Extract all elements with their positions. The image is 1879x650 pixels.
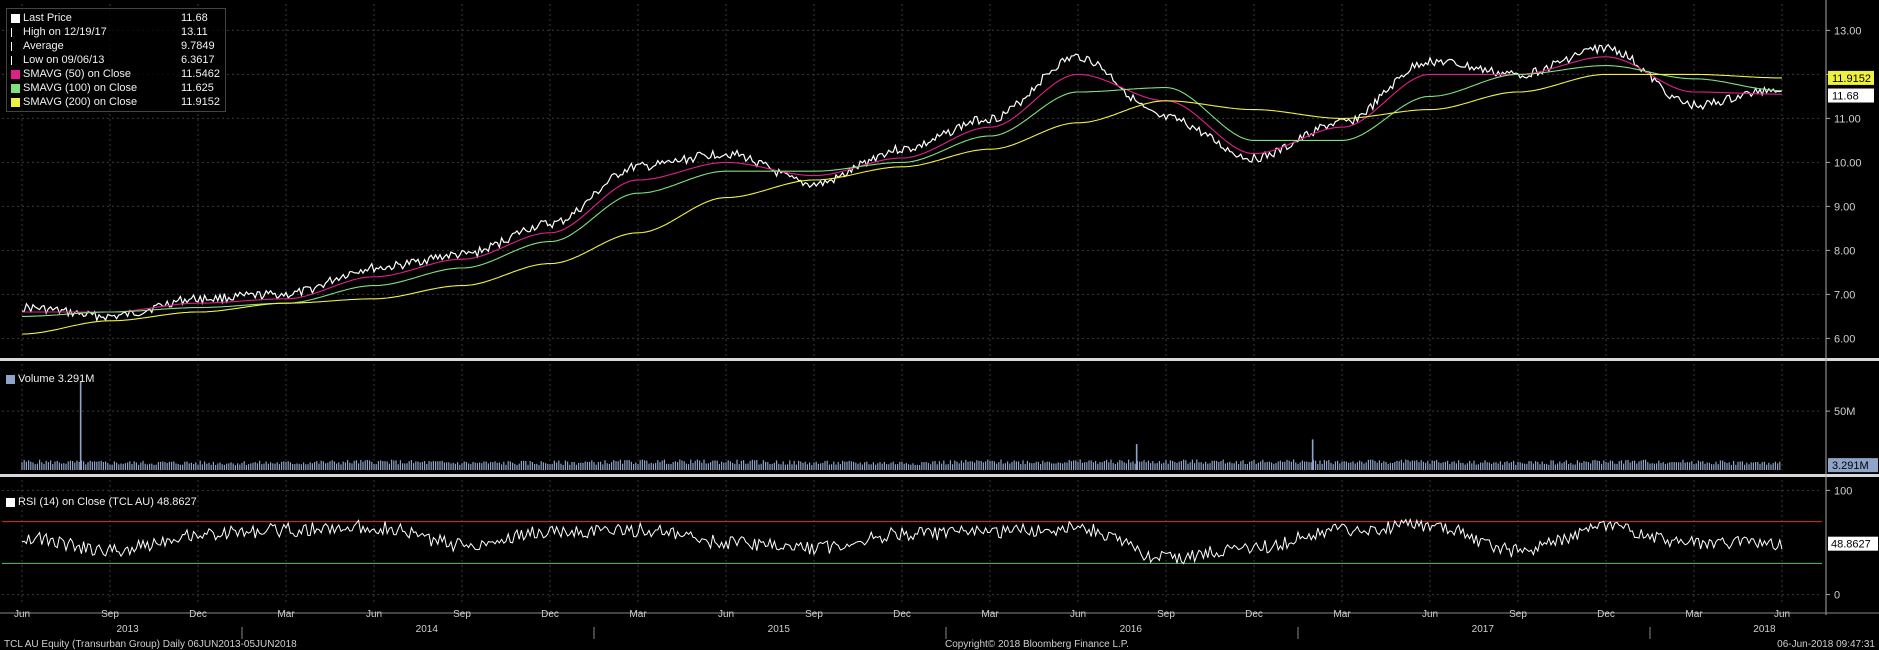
volume-tag-bg [1828,458,1878,473]
legend-label: Low on 09/06/13 [23,54,105,66]
legend-swatch [11,83,20,93]
legend-value: 9.7849 [181,40,215,52]
month-tick-label: Sep [101,609,119,620]
month-tick-label: Mar [1333,609,1351,620]
price-tick-label: 10.00 [1834,157,1862,169]
footer-center: Copyright© 2018 Bloomberg Finance L.P. [945,639,1129,650]
month-tick-label: Mar [629,609,647,620]
legend-value: 11.9152 [181,96,220,108]
grid-lines [2,4,1822,605]
month-tick-label: Jun [14,609,30,620]
year-tick-label: 2017 [1472,624,1495,635]
volume-tick-label: 50M [1834,406,1855,418]
legend-swatch [11,69,20,79]
month-tick-label: Mar [277,609,295,620]
sma100-line [22,65,1782,317]
legend-label: High on 12/19/17 [23,26,107,38]
footer-left: TCL AU Equity (Transurban Group) Daily 0… [4,639,297,650]
legend-row: Average 9.7849 [11,39,221,53]
legend-value: 11.68 [181,12,208,24]
legend-swatch [11,55,20,65]
month-tick-label: Dec [1597,609,1615,620]
year-tick-label: 2013 [116,624,139,635]
rsi-tick-label: 0 [1834,590,1840,602]
legend-label: Last Price [23,12,72,24]
month-tick-label: Jun [1774,609,1790,620]
month-tick-label: Dec [541,609,559,620]
price-tick-label: 8.00 [1834,245,1855,257]
legend-row: Low on 09/06/13 6.3617 [11,53,221,67]
panel-separator [0,474,1879,477]
last-price-tag: 11.68 [1832,91,1859,103]
legend-label: SMAVG (50) on Close [23,68,132,80]
legend-row: SMAVG (50) on Close 11.5462 [11,67,221,81]
volume-legend-text: Volume 3.291M [18,373,95,385]
rsi-legend-text: RSI (14) on Close (TCL AU) 48.8627 [18,496,197,508]
month-tick-label: Dec [893,609,911,620]
legend-label: Average [23,40,64,52]
price-tick-label: 9.00 [1834,201,1855,213]
price-tick-label: 13.00 [1834,25,1862,37]
legend-row: High on 12/19/17 13.11 [11,25,221,39]
volume-swatch [6,374,15,384]
month-tick-label: Mar [1685,609,1703,620]
month-tick-label: Dec [189,609,207,620]
sma200-line [22,73,1782,335]
legend-value: 11.625 [181,82,214,94]
month-tick-label: Jun [366,609,382,620]
volume-bars [21,381,1781,470]
sma50-line [22,56,1782,313]
legend-label: SMAVG (100) on Close [23,82,138,94]
legend-swatch [11,27,20,37]
legend-row: SMAVG (200) on Close 11.9152 [11,95,221,109]
price-tick-label: 7.00 [1834,289,1855,301]
month-tick-label: Jun [718,609,734,620]
price-legend: Last Price 11.68 High on 12/19/17 13.11 Aver… [6,8,226,112]
legend-row: SMAVG (100) on Close 11.625 [11,81,221,95]
series-lines [2,43,1822,565]
sma200-price-tag: 11.9152 [1832,73,1871,85]
last-price-line [21,43,1783,323]
footer-right: 06-Jun-2018 09:47:31 [1777,639,1875,650]
panel-separator [0,358,1879,361]
legend-swatch [11,41,20,51]
year-tick-label: 2018 [1753,624,1776,635]
last-price-tag-bg [1828,88,1874,103]
month-tick-label: Sep [805,609,823,620]
rsi-tag-bg [1828,536,1878,551]
price-tick-label: 11.00 [1834,113,1861,125]
month-tick-label: Jun [1422,609,1438,620]
volume-tag: 3.291M [1832,460,1869,472]
legend-row: Last Price 11.68 [11,11,221,25]
month-tick-label: Jun [1070,609,1086,620]
year-tick-label: 2014 [416,624,439,635]
legend-value: 6.3617 [181,54,215,66]
year-tick-label: 2015 [768,624,791,635]
rsi-tick-label: 100 [1834,485,1852,497]
month-tick-label: Sep [453,609,471,620]
rsi-legend: RSI (14) on Close (TCL AU) 48.8627 [6,495,197,509]
legend-label: SMAVG (200) on Close [23,96,138,108]
month-tick-label: Sep [1509,609,1527,620]
rsi-tag: 48.8627 [1831,539,1871,551]
legend-swatch [11,13,20,23]
volume-legend: Volume 3.291M [6,372,94,386]
month-tick-label: Dec [1245,609,1263,620]
legend-value: 11.5462 [181,68,220,80]
month-tick-label: Sep [1157,609,1175,620]
year-tick-label: 2016 [1120,624,1143,635]
rsi-line [21,517,1783,565]
rsi-swatch [6,497,15,507]
price-tick-label: 6.00 [1834,333,1855,345]
month-tick-label: Mar [981,609,999,620]
legend-value: 13.11 [181,26,208,38]
legend-swatch [11,97,20,107]
sma200-price-tag-bg [1828,70,1874,85]
